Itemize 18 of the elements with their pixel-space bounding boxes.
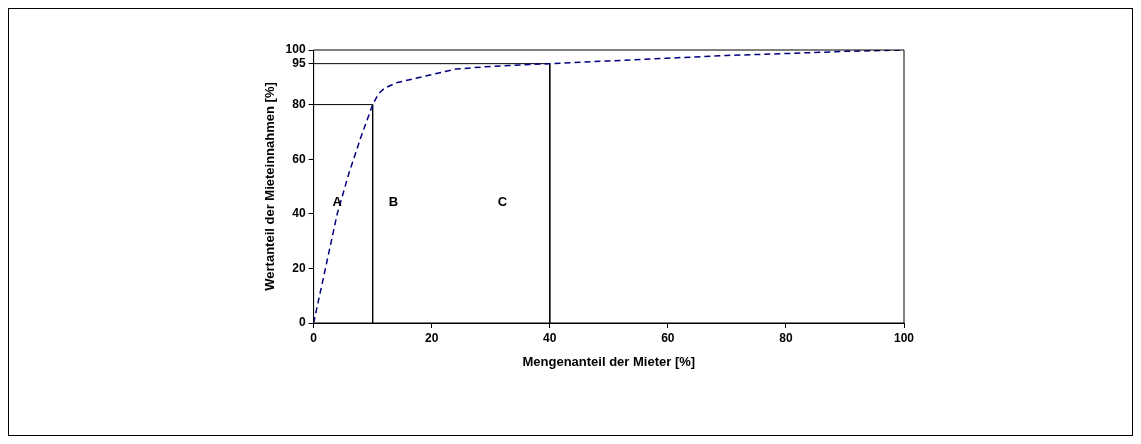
annotation: A: [332, 194, 343, 210]
x-tick-label: 100: [893, 330, 915, 345]
x-tick-label: 0: [310, 330, 318, 345]
y-axis-title: Wertanteil der Mieteinnahmen [%]: [262, 82, 278, 291]
y-tick-label: 100: [285, 42, 306, 57]
y-tick-label: 20: [292, 260, 306, 275]
y-tick-label: 80: [292, 96, 306, 111]
x-tick-label: 20: [425, 330, 439, 345]
y-tick-label: 40: [292, 206, 306, 221]
annotation: B: [388, 194, 399, 210]
x-tick-label: 60: [661, 330, 675, 345]
x-axis-title: Mengenanteil der Mieter [%]: [522, 353, 696, 369]
x-tick-label: 80: [779, 330, 793, 345]
y-tick-label: 95: [292, 55, 306, 70]
y-tick-label: 60: [292, 151, 306, 166]
y-tick-label: 0: [298, 315, 306, 330]
annotation: C: [497, 194, 508, 210]
x-tick-label: 40: [543, 330, 557, 345]
